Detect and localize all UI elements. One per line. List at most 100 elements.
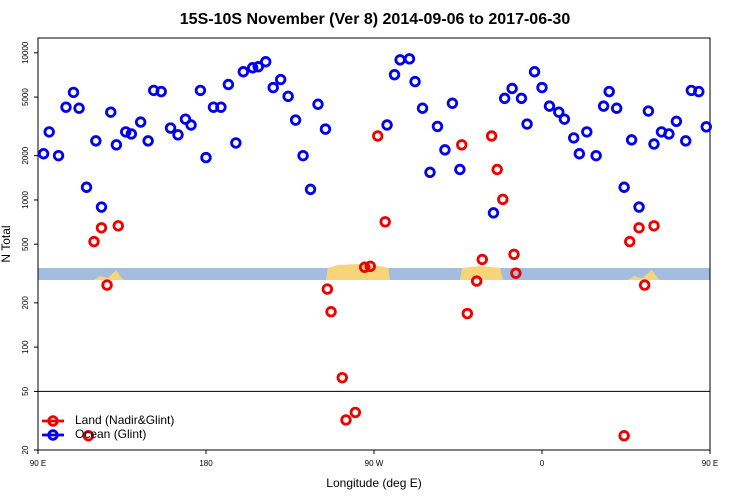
x-tick-label: 90 W <box>365 459 384 468</box>
y-tick-label: 100 <box>21 340 30 354</box>
point <box>82 430 95 442</box>
point <box>194 84 207 97</box>
plot-frame <box>37 37 711 451</box>
point <box>95 222 108 234</box>
y-axis-label: N Total <box>0 225 13 262</box>
point <box>693 85 705 98</box>
point <box>470 275 483 287</box>
point <box>515 92 528 105</box>
point <box>364 260 376 273</box>
point <box>424 166 436 179</box>
y-tick-label: 5000 <box>21 88 30 106</box>
point <box>164 122 177 134</box>
point <box>319 123 332 135</box>
point <box>155 85 167 98</box>
point <box>358 261 371 273</box>
map-strip <box>38 264 710 280</box>
y-tick-label: 50 <box>21 386 30 395</box>
point <box>336 371 348 384</box>
point <box>237 66 250 78</box>
point <box>312 98 324 110</box>
point <box>185 119 197 131</box>
point <box>498 92 511 105</box>
point <box>60 101 72 113</box>
point <box>403 53 416 65</box>
point <box>252 61 264 73</box>
point <box>112 220 124 232</box>
point <box>439 144 451 156</box>
point <box>349 406 362 419</box>
point <box>142 135 154 147</box>
point <box>663 128 675 140</box>
point <box>260 56 272 68</box>
point <box>88 235 100 248</box>
point <box>590 149 602 162</box>
point <box>101 279 113 291</box>
point <box>648 138 660 150</box>
land-patch <box>326 264 390 280</box>
point <box>110 139 123 151</box>
point <box>642 105 655 117</box>
point <box>573 148 586 160</box>
y-tick-label: 2000 <box>21 146 30 164</box>
point <box>648 220 660 232</box>
point <box>700 121 712 133</box>
point <box>633 222 645 234</box>
point <box>67 86 80 99</box>
point <box>528 66 541 78</box>
point <box>52 149 65 162</box>
land-patch <box>460 266 503 280</box>
point <box>506 82 518 95</box>
point <box>215 101 227 113</box>
point <box>105 106 117 118</box>
point <box>134 116 147 128</box>
point <box>491 163 503 176</box>
legend-label: Land (Nadir&Glint) <box>75 413 174 427</box>
point <box>476 253 488 266</box>
point <box>581 126 593 138</box>
y-tick-label: 500 <box>21 237 30 251</box>
land-patch <box>628 270 660 280</box>
point <box>618 430 630 442</box>
x-tick-label: 90 E <box>702 459 718 468</box>
x-axis-label: Longitude (deg E) <box>326 476 421 490</box>
point <box>73 102 85 114</box>
point <box>416 102 429 114</box>
point <box>340 414 352 426</box>
x-tick-label: 180 <box>199 459 213 468</box>
point <box>536 81 548 94</box>
point <box>603 85 615 98</box>
point <box>543 100 556 112</box>
point <box>624 235 636 248</box>
point <box>37 148 50 160</box>
point <box>597 100 610 112</box>
point <box>558 113 571 125</box>
point <box>381 119 393 131</box>
point <box>200 151 212 164</box>
chart-title: 15S-10S November (Ver 8) 2014-09-06 to 2… <box>180 11 571 28</box>
point <box>297 149 309 162</box>
point <box>321 283 334 295</box>
point <box>618 181 630 193</box>
point <box>388 68 401 81</box>
point <box>379 216 391 228</box>
point <box>222 78 235 91</box>
point <box>456 139 468 151</box>
point <box>510 267 522 279</box>
point <box>625 134 638 146</box>
y-tick-label: 10000 <box>21 41 30 64</box>
point <box>43 126 55 138</box>
point <box>90 135 102 147</box>
legend-marker <box>47 415 59 427</box>
point <box>680 135 692 147</box>
point <box>568 132 580 144</box>
point <box>487 207 500 219</box>
point <box>282 90 294 103</box>
point <box>431 120 444 133</box>
point <box>80 181 93 193</box>
point <box>638 279 651 291</box>
legend-label: Ocean (Glint) <box>75 427 146 441</box>
point <box>172 129 184 141</box>
point <box>325 306 337 318</box>
